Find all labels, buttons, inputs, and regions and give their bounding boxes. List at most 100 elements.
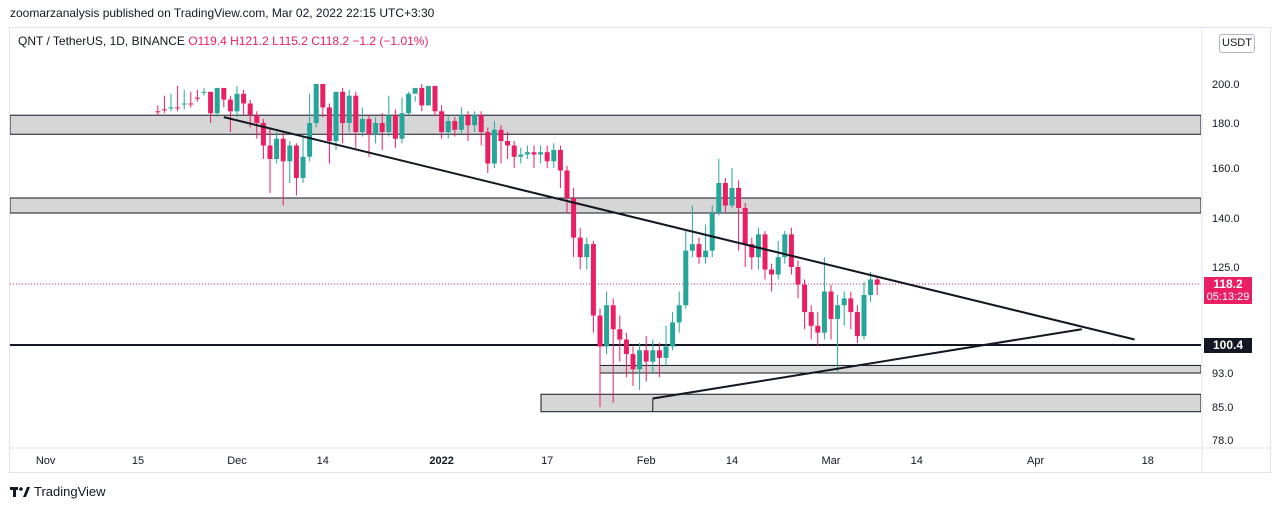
- x-tick-label: 14: [317, 455, 329, 467]
- symbol-name[interactable]: QNT / TetherUS, 1D, BINANCE: [18, 34, 185, 48]
- candle-body: [841, 298, 847, 306]
- x-tick-label: 18: [1142, 455, 1154, 467]
- level-price-tag: 100.4: [1204, 338, 1252, 353]
- candle-body: [835, 305, 841, 319]
- candle-body: [590, 244, 596, 316]
- candle-body: [419, 87, 425, 106]
- candle-body: [696, 244, 702, 258]
- candle-body: [676, 305, 682, 323]
- candle-body: [260, 123, 266, 146]
- candle-body: [241, 93, 247, 104]
- y-tick-label: 180.0: [1212, 118, 1240, 130]
- candle-body: [505, 141, 511, 146]
- candle-body: [320, 84, 326, 108]
- candle-body: [703, 250, 709, 258]
- x-tick-label: Nov: [36, 455, 56, 467]
- candle-body: [557, 150, 563, 171]
- candle-body: [399, 113, 405, 139]
- candle-body: [571, 198, 577, 238]
- candle-body: [742, 208, 748, 245]
- x-tick-label: 17: [541, 455, 553, 467]
- candle-body: [769, 269, 775, 275]
- candle-body: [452, 121, 458, 130]
- y-tick-label: 160.0: [1212, 163, 1240, 175]
- x-tick-label: Apr: [1027, 455, 1044, 467]
- candle-body: [227, 99, 233, 112]
- y-tick-label: 125.0: [1212, 262, 1240, 274]
- x-tick-label: 2022: [429, 455, 453, 467]
- candle-body: [749, 244, 755, 258]
- candle-body: [214, 87, 220, 114]
- candle-body: [610, 305, 616, 330]
- candle-body: [472, 115, 478, 126]
- y-tick-label: 93.0: [1212, 368, 1233, 380]
- zone-rect: [599, 364, 1201, 374]
- candle-body: [848, 298, 854, 313]
- trendline: [652, 328, 1082, 400]
- candle-body: [808, 312, 814, 326]
- candle-body: [333, 91, 339, 141]
- candle-body: [293, 145, 299, 178]
- candle-body: [234, 93, 240, 112]
- candle-body: [340, 91, 346, 123]
- candle-body: [597, 315, 603, 347]
- y-tick-label: 85.0: [1212, 402, 1233, 414]
- candle-body: [630, 354, 636, 370]
- tradingview-footer[interactable]: TradingView: [10, 484, 106, 499]
- candle-body: [775, 257, 781, 275]
- candle-body: [722, 183, 728, 206]
- candle-body: [346, 95, 352, 123]
- zone-rect: [10, 197, 1201, 214]
- last-price-value: 118.2: [1213, 277, 1243, 291]
- candle-body: [353, 95, 359, 132]
- candle-body: [392, 115, 398, 139]
- zone-rect: [10, 114, 1201, 135]
- candle-body: [854, 312, 860, 337]
- candle-body: [307, 123, 313, 157]
- candle-body: [689, 244, 695, 251]
- ohlc-values: O119.4 H121.2 L115.2 C118.2 −1.2 (−1.01%…: [184, 34, 429, 48]
- candle-body: [795, 267, 801, 285]
- x-tick-label: 15: [132, 455, 144, 467]
- candle-body: [736, 188, 742, 208]
- candle-body: [313, 84, 319, 123]
- candle-body: [208, 91, 214, 114]
- x-tick-label: Mar: [822, 455, 841, 467]
- candle-body: [201, 91, 207, 93]
- candle-body: [815, 325, 821, 333]
- y-tick-label: 78.0: [1212, 435, 1233, 447]
- candle-body: [782, 234, 788, 258]
- candle-body: [531, 152, 537, 155]
- candle-body: [161, 109, 167, 111]
- candle-body: [670, 322, 676, 347]
- candle-body: [551, 150, 557, 162]
- x-tick-label: 14: [911, 455, 923, 467]
- candle-body: [412, 87, 418, 94]
- candle-body: [175, 107, 181, 109]
- candle-body: [755, 234, 761, 258]
- candle-body: [511, 145, 517, 157]
- candle-body: [861, 294, 867, 337]
- candle-body: [274, 138, 280, 159]
- candle-body: [709, 213, 715, 251]
- candle-body: [762, 234, 768, 270]
- candle-body: [650, 350, 656, 362]
- currency-button[interactable]: USDT: [1219, 34, 1255, 53]
- candle-body: [802, 284, 808, 313]
- candle-body: [577, 237, 583, 258]
- candle-body: [518, 154, 524, 157]
- candle-body: [300, 156, 306, 178]
- candle-body: [287, 145, 293, 162]
- candle-body: [617, 329, 623, 340]
- candle-body: [445, 121, 451, 132]
- candle-body: [465, 115, 471, 126]
- candle-body: [373, 123, 379, 135]
- candle-body: [326, 107, 332, 141]
- candle-body: [663, 346, 669, 358]
- tradingview-logo-icon: [10, 486, 30, 497]
- candle-body: [788, 234, 794, 267]
- candle-body: [485, 132, 491, 164]
- candle-body: [874, 279, 880, 285]
- candle-body: [439, 111, 445, 132]
